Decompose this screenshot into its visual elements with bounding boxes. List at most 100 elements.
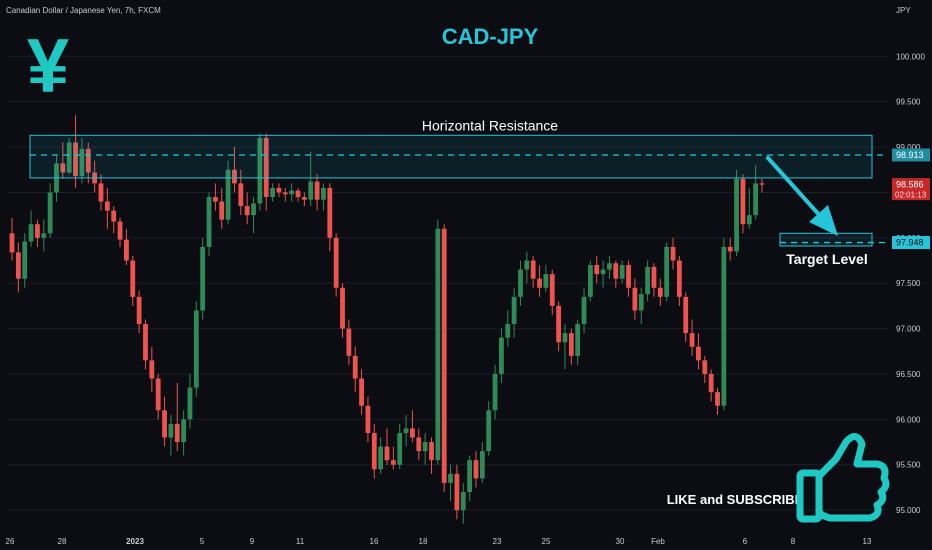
candle-body	[200, 246, 206, 311]
candle-body	[130, 260, 136, 297]
candle-body	[651, 266, 657, 288]
candle-body	[98, 183, 104, 202]
chart-grid	[8, 55, 888, 511]
candle-body	[308, 181, 314, 200]
candle-body	[683, 296, 689, 334]
candle-body	[416, 437, 422, 452]
time-tick-label: 18	[419, 537, 428, 546]
candle-body	[473, 460, 479, 479]
price-tick-label: 95.500	[896, 461, 921, 470]
candle-body	[746, 215, 752, 225]
price-tick-label: 100.000	[896, 52, 925, 61]
candle-body	[301, 196, 307, 200]
candle-body	[193, 310, 199, 388]
candle-body	[454, 473, 460, 511]
time-tick-label: 28	[58, 537, 67, 546]
time-tick-label: Feb	[651, 537, 665, 546]
candle-body	[244, 206, 250, 216]
candle-body	[549, 274, 555, 306]
yen-icon: ¥	[27, 24, 69, 109]
time-tick-label: 23	[493, 537, 502, 546]
candle-body	[251, 203, 256, 216]
candle-body	[340, 287, 345, 329]
price-tick-label: 95.000	[896, 506, 921, 515]
candle-body	[410, 428, 415, 438]
time-tick-label: 6	[743, 537, 748, 546]
candle-body	[282, 192, 288, 195]
price-axis[interactable]: 100.00099.50099.00098.50098.00097.50097.…	[896, 52, 925, 515]
candle-body	[136, 296, 142, 325]
candle-body	[702, 360, 708, 374]
time-tick-label: 26	[6, 537, 15, 546]
chart-title: CAD-JPY	[442, 24, 539, 49]
candle-body	[270, 187, 275, 197]
candle-body	[632, 287, 638, 311]
candle-body	[505, 324, 511, 338]
candle-body	[321, 187, 326, 200]
candle-body	[619, 265, 625, 279]
candle-body	[15, 252, 21, 279]
candle-body	[314, 181, 320, 200]
candle-body	[594, 265, 600, 275]
target-zone	[779, 232, 873, 247]
candle-body	[581, 296, 587, 325]
countdown-label: 02:01:13	[895, 191, 927, 200]
resistance-price-tag: 98.913	[892, 148, 930, 162]
candle-body	[657, 287, 663, 297]
candle-body	[212, 196, 218, 202]
candle-body	[22, 241, 28, 279]
candle-body	[734, 178, 739, 252]
candle-body	[390, 460, 396, 465]
candle-body	[206, 196, 212, 247]
candle-body	[73, 142, 78, 177]
current-price-tag: 98.586 02:01:13	[892, 178, 930, 201]
resistance-zone	[29, 134, 873, 179]
candle-body	[727, 246, 733, 252]
candle-body	[111, 210, 117, 222]
resistance-label: Horizontal Resistance	[422, 117, 558, 133]
candle-body	[708, 373, 714, 393]
price-tick-label: 97.000	[896, 325, 921, 334]
target-price-tag: 97.948	[892, 236, 930, 250]
candle-body	[715, 392, 720, 406]
candle-body	[499, 337, 504, 374]
subscribe-cta: LIKE and SUBSCRIBE	[667, 492, 804, 507]
candle-body	[422, 442, 428, 452]
time-tick-label: 16	[370, 537, 379, 546]
candlestick-series	[9, 115, 765, 524]
candle-body	[79, 148, 85, 177]
candle-body	[162, 410, 167, 438]
candle-body	[47, 192, 53, 234]
candle-body	[556, 305, 562, 343]
time-tick-label: 30	[616, 537, 625, 546]
candle-body	[543, 274, 549, 288]
candle-body	[486, 410, 492, 452]
candle-body	[219, 201, 225, 220]
symbol-info: Canadian Dollar / Japanese Yen, 7h, FXCM	[6, 6, 161, 15]
time-axis[interactable]: 26 28 2023 5 9 11 16 18 23 25 30 Feb 6 8 13	[6, 537, 872, 546]
candle-body	[124, 239, 129, 261]
candle-body	[721, 246, 727, 406]
candle-body	[511, 296, 517, 325]
candle-body	[225, 169, 231, 220]
candle-body	[645, 266, 650, 295]
candle-body	[289, 190, 295, 195]
candle-body	[562, 333, 568, 343]
time-tick-label: 25	[542, 537, 551, 546]
candle-body	[492, 373, 498, 411]
candle-body	[327, 187, 333, 238]
candle-body	[117, 221, 123, 240]
candle-body	[575, 324, 581, 356]
candle-body	[759, 183, 765, 185]
candle-body	[435, 228, 441, 461]
candle-body	[66, 142, 72, 173]
candle-body	[149, 360, 155, 379]
candle-body	[600, 269, 606, 275]
candle-body	[448, 473, 453, 483]
time-tick-label: 2023	[126, 537, 144, 546]
candle-body	[384, 446, 390, 461]
candle-body	[479, 451, 485, 479]
candle-body	[104, 201, 110, 211]
price-tick-label: 99.500	[896, 98, 921, 107]
